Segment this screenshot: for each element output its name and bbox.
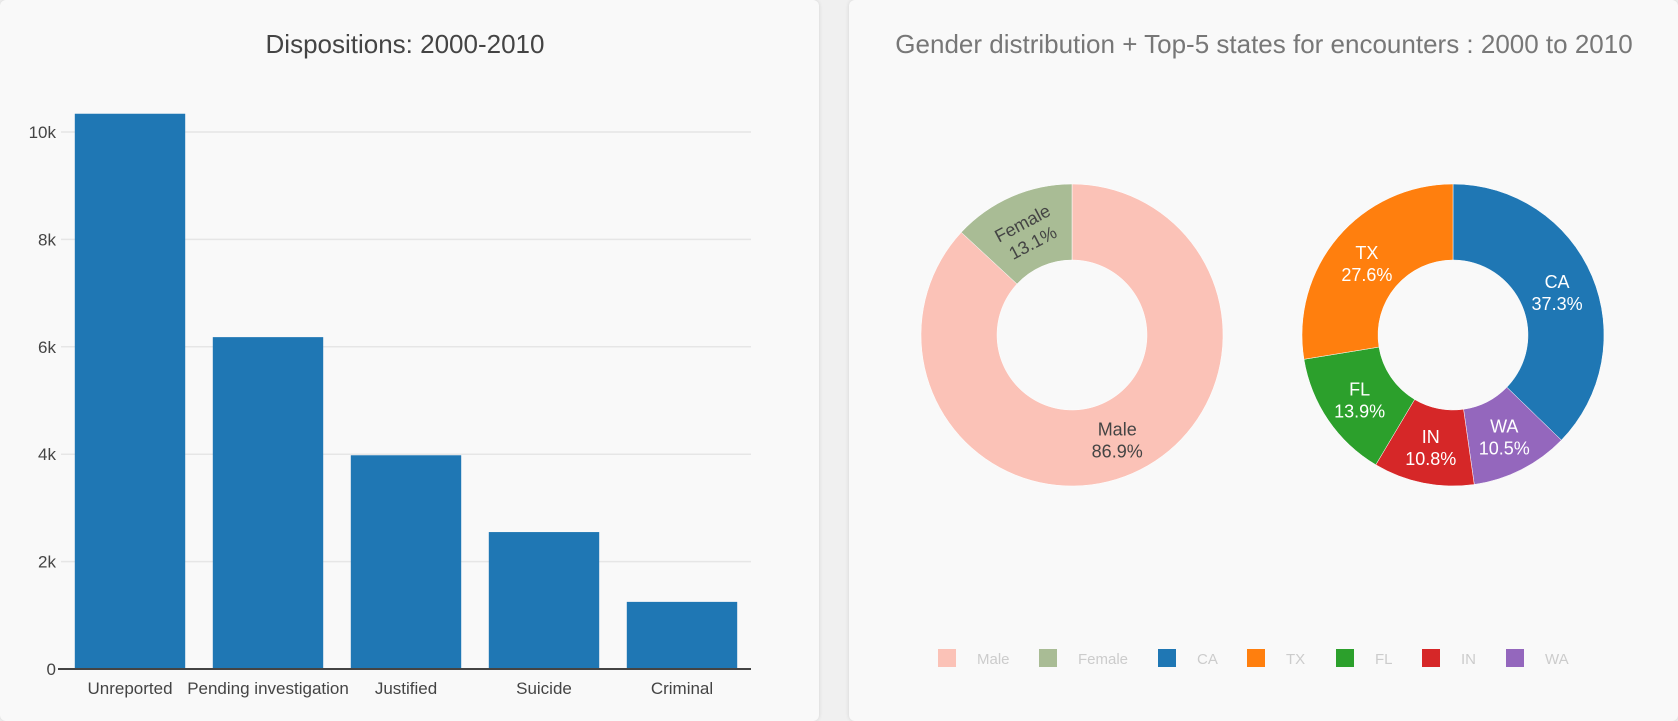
legend-swatch: [938, 649, 956, 667]
legend-label: WA: [1545, 651, 1569, 668]
legend-item-wa[interactable]: WA: [1506, 649, 1569, 668]
gender-states-chart-panel: Gender distribution + Top-5 states for e…: [849, 0, 1678, 721]
legend-swatch: [1422, 649, 1440, 667]
legend-item-tx[interactable]: TX: [1247, 649, 1305, 668]
donut-slice-male: [920, 183, 1224, 487]
bar: [350, 455, 462, 669]
slice-label-name: WA: [1490, 417, 1518, 437]
legend-label: Male: [977, 651, 1010, 668]
bar: [626, 601, 738, 669]
y-tick-label: 8k: [38, 230, 56, 249]
donut-slice-tx: [1301, 183, 1454, 360]
legend: Male Female CA TX FL IN WA: [938, 649, 1569, 668]
slice-label-percent: 10.8%: [1405, 449, 1456, 469]
legend-label: TX: [1286, 651, 1305, 668]
slice-label-name: FL: [1349, 380, 1370, 400]
legend-label: CA: [1197, 651, 1218, 668]
legend-item-female[interactable]: Female: [1039, 649, 1128, 668]
legend-swatch: [1158, 649, 1176, 667]
legend-item-male[interactable]: Male: [938, 649, 1010, 668]
dispositions-chart-panel: Dispositions: 2000-2010 0 2k 4k 6k 8k 10k Unre…: [0, 0, 819, 721]
legend-swatch: [1247, 649, 1265, 667]
bar: [488, 532, 600, 669]
gender-states-donut-charts: Gender distribution + Top-5 states for e…: [895, 29, 1632, 668]
legend-label: IN: [1461, 651, 1476, 668]
chart-title: Gender distribution + Top-5 states for e…: [895, 29, 1632, 59]
bar: [74, 113, 186, 669]
legend-swatch: [1039, 649, 1057, 667]
legend-item-in[interactable]: IN: [1422, 649, 1476, 668]
slice-label-percent: 27.6%: [1341, 265, 1392, 285]
chart-title: Dispositions: 2000-2010: [266, 29, 545, 59]
legend-label: FL: [1375, 651, 1393, 668]
legend-item-ca[interactable]: CA: [1158, 649, 1218, 668]
x-tick-label: Suicide: [516, 679, 572, 698]
y-tick-label: 4k: [38, 445, 56, 464]
y-tick-label: 2k: [38, 553, 56, 572]
x-tick-label: Justified: [375, 679, 437, 698]
legend-swatch: [1506, 649, 1524, 667]
dispositions-bar-chart: Dispositions: 2000-2010 0 2k 4k 6k 8k 10k Unre…: [29, 29, 751, 698]
slice-label-percent: 10.5%: [1479, 439, 1530, 459]
legend-label: Female: [1078, 651, 1128, 668]
slice-label-name: TX: [1355, 243, 1378, 263]
donut-slice-ca: [1452, 183, 1605, 441]
slice-label-percent: 13.9%: [1334, 402, 1385, 422]
slice-label-name: IN: [1422, 427, 1440, 447]
x-tick-label: Unreported: [87, 679, 172, 698]
bar: [212, 337, 324, 669]
y-tick-label: 0: [47, 660, 56, 679]
slice-label-percent: 37.3%: [1532, 294, 1583, 314]
x-tick-label: Pending investigation: [187, 679, 349, 698]
slice-label-name: Male: [1098, 420, 1137, 440]
legend-item-fl[interactable]: FL: [1336, 649, 1393, 668]
x-tick-label: Criminal: [651, 679, 713, 698]
y-tick-label: 10k: [29, 123, 57, 142]
slice-label-name: CA: [1545, 272, 1570, 292]
y-tick-label: 6k: [38, 338, 56, 357]
legend-swatch: [1336, 649, 1354, 667]
slice-label-percent: 86.9%: [1092, 442, 1143, 462]
donut-slice-female: [960, 183, 1073, 285]
